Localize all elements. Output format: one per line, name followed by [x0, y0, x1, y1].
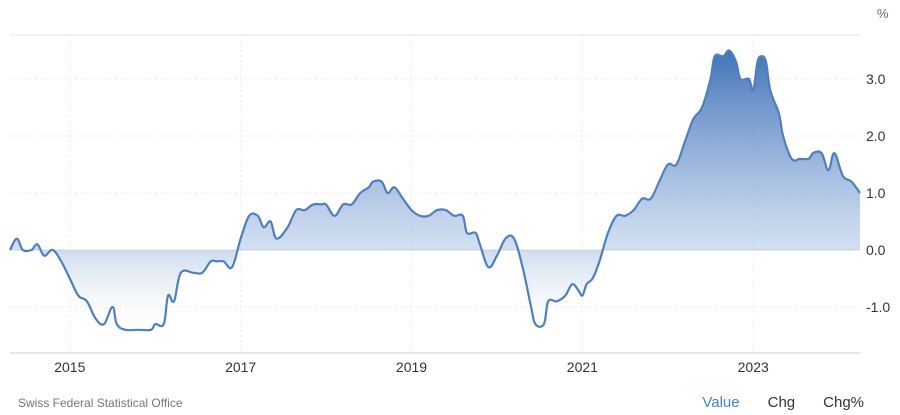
tab-chg[interactable]: Chg	[767, 394, 796, 411]
x-tick-label: 2023	[738, 359, 769, 375]
areas	[10, 50, 860, 331]
x-tick-label: 2019	[396, 359, 427, 375]
series-line	[9, 49, 861, 332]
x-tick-label: 2015	[54, 359, 85, 375]
chart: 3.0 2.0 1.0 0.0 -1.0 2015 2017 2019 2021 2023	[9, 34, 890, 375]
x-tick-label: 2021	[567, 359, 598, 375]
y-tick-label: 1.0	[866, 185, 886, 201]
source-label: Swiss Federal Statistical Office	[18, 396, 183, 410]
y-tick-label: 0.0	[866, 242, 886, 258]
y-tick-label: 3.0	[866, 71, 886, 87]
area-fill-negative	[10, 250, 860, 331]
x-tick-label: 2017	[225, 359, 256, 375]
tab-value[interactable]: Value	[702, 394, 740, 411]
chart-tabs: Value Chg Chg%	[702, 394, 864, 411]
y-tick-label: 2.0	[866, 128, 886, 144]
tab-chg-pct[interactable]: Chg%	[823, 394, 864, 411]
unit-label: %	[877, 6, 889, 21]
lines	[9, 49, 861, 332]
x-axis-ticks: 2015 2017 2019 2021 2023	[54, 359, 769, 375]
y-tick-label: -1.0	[866, 299, 890, 315]
y-axis-ticks: 3.0 2.0 1.0 0.0 -1.0	[866, 71, 890, 315]
